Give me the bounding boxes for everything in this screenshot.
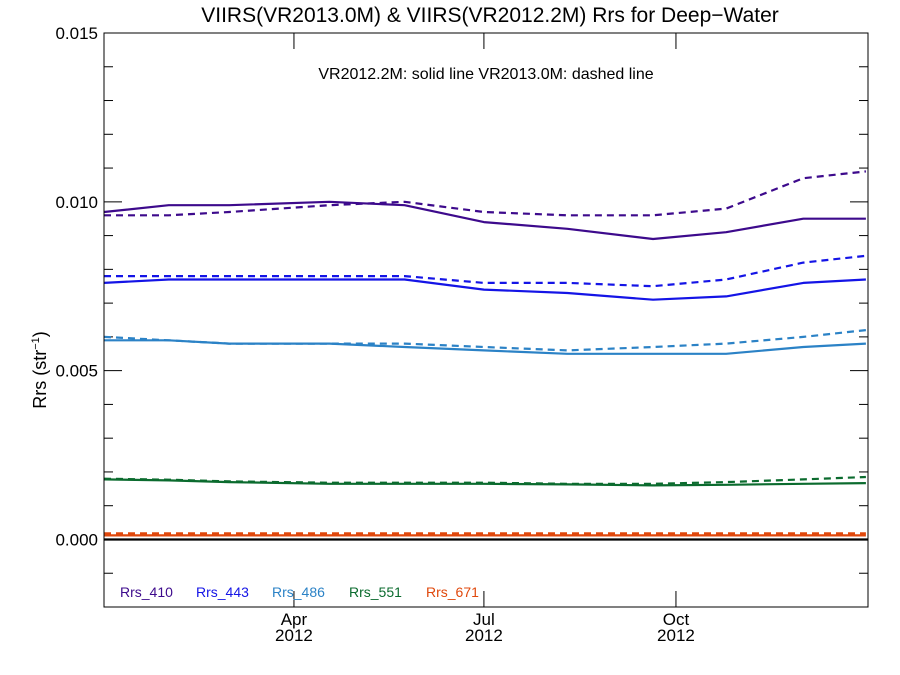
legend: Rrs_410 Rrs_443 Rrs_486 Rrs_551 Rrs_671	[120, 584, 479, 600]
y-tick-label: 0.000	[55, 530, 98, 549]
y-axis-label: Rrs (str−1)	[30, 331, 50, 409]
line-style-annotation: VR2012.2M: solid line VR2013.0M: dashed …	[318, 66, 653, 83]
x-tick-year-label: 2012	[657, 626, 695, 645]
x-tick-month-label: Oct	[663, 610, 690, 629]
y-axis-label-exponent: −1	[30, 337, 42, 350]
x-tick-year-label: 2012	[275, 626, 313, 645]
svg-text:Rrs (str−1): Rrs (str−1)	[30, 331, 50, 409]
series-line-rrs-410-solid	[103, 200, 866, 241]
series-line-rrs-486-dashed	[103, 329, 867, 352]
legend-entry: Rrs_410	[120, 584, 173, 600]
y-axis-label-close: )	[30, 331, 50, 337]
legend-entry: Rrs_551	[349, 584, 402, 600]
series-line-rrs-443-dashed	[104, 254, 867, 288]
y-tick-label: 0.010	[55, 193, 98, 212]
data-series	[103, 170, 867, 537]
legend-entry: Rrs_486	[272, 584, 325, 600]
y-axis-label-text: Rrs (str	[30, 350, 50, 409]
chart-title: VIIRS(VR2013.0M) & VIIRS(VR2012.2M) Rrs …	[201, 4, 779, 27]
x-tick-month-label: Jul	[473, 610, 495, 629]
x-tick-month-label: Apr	[281, 610, 308, 629]
series-line-rrs-443-solid	[103, 278, 866, 301]
plot-frame	[103, 32, 869, 608]
series-line-rrs-410-dashed	[104, 170, 867, 217]
axis-ticks: 0.0000.0050.0100.015Apr2012Jul2012Oct201…	[55, 24, 868, 645]
y-tick-label: 0.015	[55, 24, 98, 43]
legend-entry: Rrs_671	[426, 584, 479, 600]
y-tick-label: 0.005	[55, 362, 98, 381]
legend-entry: Rrs_443	[196, 584, 249, 600]
x-tick-year-label: 2012	[465, 626, 503, 645]
series-line-rrs-551-solid	[103, 478, 866, 487]
series-line-rrs-486-solid	[104, 339, 866, 355]
